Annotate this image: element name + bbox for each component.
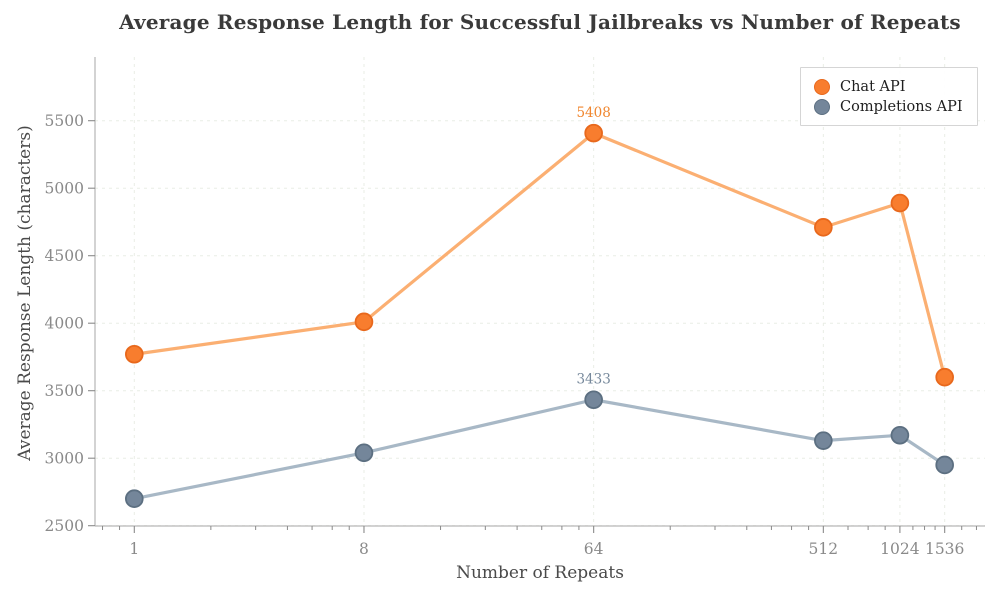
data-point-chat-api-8 <box>354 312 374 332</box>
series-line-chat-api <box>132 131 947 379</box>
data-point-chat-api-1536 <box>935 367 954 387</box>
annotation-3433: 3433 <box>576 372 610 388</box>
y-tick-label: 3500 <box>45 382 84 400</box>
data-point-completions-api-512 <box>814 431 833 450</box>
data-point-completions-api-1536 <box>935 455 954 475</box>
legend-label-chat-api: Chat API <box>840 79 906 95</box>
data-point-chat-api-64 <box>584 123 603 143</box>
legend-item-completions-api: Completions API <box>801 97 977 117</box>
legend: Chat API Completions API <box>800 67 978 126</box>
data-point-completions-api-1024 <box>890 425 910 445</box>
y-tick-label: 5000 <box>45 180 84 198</box>
y-tick-label: 4500 <box>45 247 84 265</box>
x-tick-label: 64 <box>584 540 604 558</box>
data-point-completions-api-8 <box>354 443 374 463</box>
y-tick-label: 4000 <box>45 315 84 333</box>
legend-label-completions-api: Completions API <box>840 99 963 115</box>
chart-title: Average Response Length for Successful J… <box>119 10 961 34</box>
x-tick-label: 1024 <box>880 540 920 558</box>
data-point-completions-api-64 <box>584 390 603 410</box>
annotation-5408: 5408 <box>576 105 610 121</box>
x-tick-label: 1 <box>129 540 139 558</box>
y-axis-label: Average Response Length (characters) <box>15 125 35 461</box>
y-tick-label: 5500 <box>45 112 84 130</box>
x-tick-label: 1536 <box>925 540 964 558</box>
completions-api-marker-swatch <box>814 99 830 115</box>
x-tick-label: 512 <box>809 540 839 558</box>
x-axis-label: Number of Repeats <box>456 563 624 583</box>
chat-api-marker-swatch <box>814 79 830 95</box>
legend-item-chat-api: Chat API <box>801 77 977 97</box>
y-tick-label: 3000 <box>45 450 84 468</box>
data-point-chat-api-1024 <box>890 193 910 213</box>
y-tick-label: 2500 <box>45 517 84 535</box>
data-point-completions-api-1 <box>125 489 144 509</box>
x-tick-label: 8 <box>359 540 369 558</box>
data-point-chat-api-512 <box>814 218 833 237</box>
data-point-chat-api-1 <box>125 344 144 364</box>
